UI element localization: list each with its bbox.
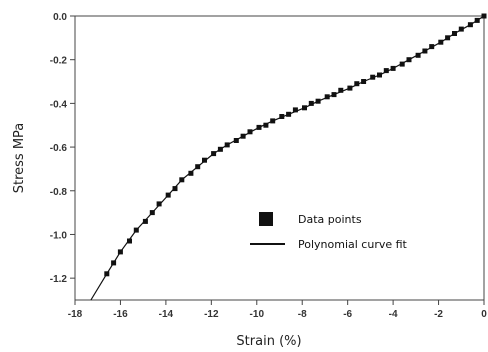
legend: Data points Polynomial curve fit [250,212,408,251]
data-point [324,94,330,100]
y-tick-label: -1.2 [50,274,68,285]
y-axis-ticks: 0.0 -0.2 -0.4 -0.6 -0.8 -1.0 -1.2 [50,12,75,285]
data-point [467,22,473,28]
data-point [172,186,178,192]
data-point [202,157,207,163]
x-tick-label: -4 [389,309,398,320]
x-tick-label: -14 [159,309,174,320]
data-point [256,124,262,130]
x-tick-label: -16 [113,309,128,320]
x-axis-title: Strain (%) [236,334,301,349]
data-point [179,177,185,183]
x-axis-ticks: -18 -16 -14 -12 -10 -8 -6 -4 -2 0 [68,300,487,320]
data-point [165,192,171,198]
data-point [156,201,162,207]
polynomial-fit-line [90,15,485,301]
data-point [279,114,285,119]
data-point [104,271,110,277]
legend-data-points-marker [259,212,273,226]
data-point [308,100,314,106]
data-point [390,65,396,71]
curve-fit-layer [90,15,485,301]
data-point [188,170,194,176]
data-point [117,249,123,255]
data-point [383,68,389,74]
data-point [217,146,223,152]
data-point [481,13,487,19]
data-point [415,52,421,58]
data-point [445,35,451,41]
data-point [133,227,139,233]
data-point [233,138,239,143]
y-tick-label: -0.4 [50,99,68,110]
data-point [142,218,148,224]
data-point [240,133,246,139]
data-point [474,17,480,23]
data-point [286,111,292,117]
data-point [331,92,337,98]
data-point [347,85,353,91]
legend-fit-line-label: Polynomial curve fit [298,238,408,251]
data-point [195,164,201,170]
data-point [247,129,253,135]
x-tick-label: -6 [343,309,352,320]
y-tick-label: -0.2 [50,56,68,67]
data-point [270,118,276,124]
data-point [338,87,344,93]
data-point [370,74,376,80]
y-tick-label: -0.6 [50,143,68,154]
y-tick-label: -1.0 [50,230,68,241]
data-point [292,107,298,113]
data-point [361,79,367,84]
data-point [111,260,117,266]
y-axis-title: Stress MPa [12,123,27,194]
data-point [354,81,360,87]
data-points-layer [104,13,487,277]
x-tick-label: -12 [204,309,219,320]
data-point [429,44,435,50]
data-point [224,142,230,148]
plot-area-frame [74,15,485,301]
y-tick-label: 0.0 [53,12,67,23]
data-point [377,72,382,78]
data-point [438,39,444,45]
data-point [315,98,321,104]
data-point [263,122,269,128]
data-point [422,48,428,54]
y-tick-label: -0.8 [50,187,68,198]
data-point [452,31,457,36]
data-point [127,238,132,244]
data-point [399,61,405,67]
data-point [149,210,155,216]
data-point [406,57,412,63]
x-tick-label: 0 [481,309,487,320]
data-point [211,151,217,157]
legend-data-points-label: Data points [298,213,362,226]
x-tick-label: -18 [68,309,83,320]
data-point [458,26,464,32]
x-tick-label: -2 [434,309,443,320]
data-point [302,105,307,111]
x-tick-label: -10 [250,309,265,320]
x-tick-label: -8 [298,309,307,320]
